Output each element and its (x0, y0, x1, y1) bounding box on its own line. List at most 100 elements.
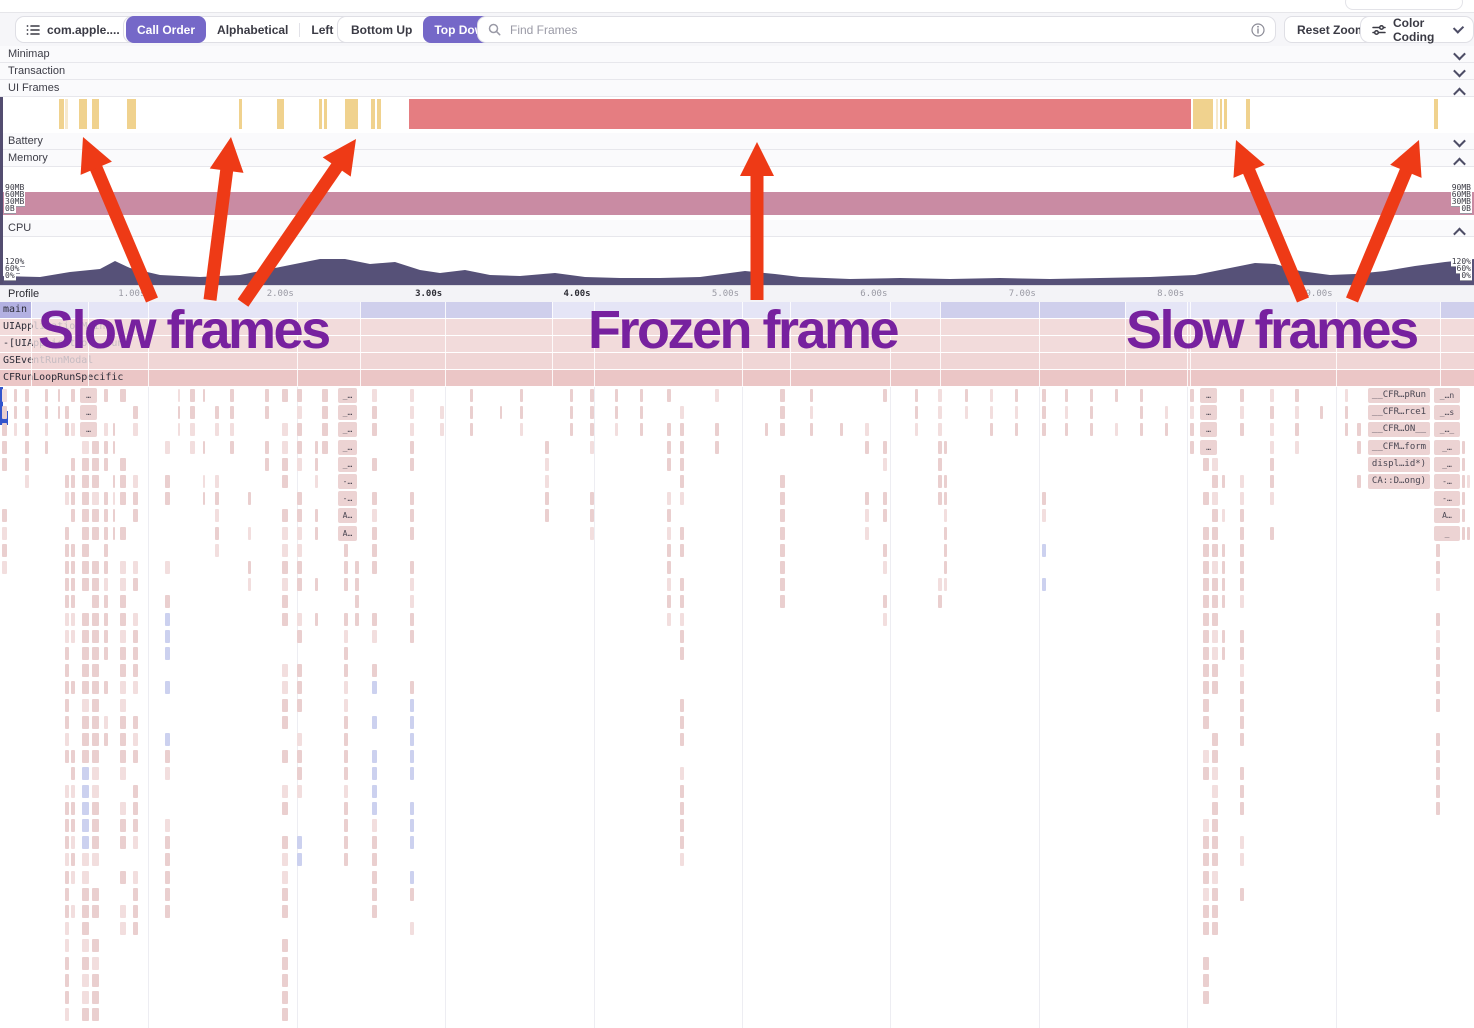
flame-block[interactable] (410, 457, 414, 471)
flame-block[interactable] (297, 698, 302, 712)
flame-block[interactable] (165, 750, 170, 764)
alphabetical-button[interactable]: Alphabetical (217, 22, 289, 37)
flame-block[interactable] (1065, 423, 1068, 437)
flame-block[interactable] (2, 526, 7, 540)
flame-block[interactable] (65, 681, 69, 695)
flame-block[interactable] (104, 595, 108, 609)
flame-block[interactable] (1042, 423, 1046, 437)
flame-block[interactable] (71, 509, 75, 523)
flame-block[interactable] (1042, 492, 1046, 506)
flame-block[interactable] (944, 440, 947, 454)
flame-block[interactable] (1212, 595, 1218, 609)
flame-block[interactable] (990, 406, 993, 420)
flame-block[interactable] (883, 612, 887, 626)
flame-block[interactable] (113, 526, 115, 540)
flame-block[interactable] (315, 509, 318, 523)
flame-block[interactable] (1436, 801, 1440, 815)
flame-block[interactable] (215, 543, 219, 557)
flame-block[interactable] (82, 922, 89, 936)
flame-block[interactable] (615, 389, 618, 402)
flame-block[interactable] (1270, 457, 1274, 471)
flame-block[interactable] (120, 905, 126, 918)
flame-block[interactable] (1190, 423, 1194, 437)
flame-block[interactable] (282, 664, 288, 678)
flame-block[interactable] (1203, 543, 1209, 557)
flame-block[interactable] (120, 647, 126, 660)
flame-block[interactable] (178, 389, 180, 402)
flame-block[interactable] (1212, 784, 1218, 798)
flame-block[interactable] (883, 543, 887, 557)
slow-frame-bar[interactable] (324, 99, 327, 129)
flame-block[interactable] (1140, 406, 1143, 420)
flame-block[interactable] (1345, 406, 1348, 420)
slow-frame-bar[interactable] (239, 99, 242, 129)
flame-block[interactable] (1203, 767, 1209, 781)
flame-block[interactable] (297, 836, 302, 850)
flame-block[interactable] (215, 406, 219, 420)
flame-block[interactable] (120, 836, 126, 850)
flame-block[interactable] (590, 440, 594, 454)
flame-block[interactable] (1042, 509, 1046, 523)
flame-block[interactable] (297, 423, 302, 437)
flame-block[interactable] (104, 457, 108, 471)
flame-block[interactable] (82, 973, 89, 987)
flame-block[interactable] (1212, 767, 1218, 781)
flame-block[interactable] (265, 389, 269, 402)
flame-block[interactable] (590, 423, 594, 437)
flame-block[interactable] (372, 905, 377, 918)
flame-block[interactable] (45, 440, 48, 454)
flame-block[interactable] (282, 698, 288, 712)
flame-block[interactable] (372, 715, 377, 729)
flame-block[interactable] (1203, 526, 1209, 540)
flame-block[interactable] (1240, 767, 1244, 781)
flame-block[interactable] (104, 612, 108, 626)
cpu-chart[interactable]: 120% 120% 60% 60% 0% 0% (0, 237, 1474, 285)
flame-block[interactable] (1212, 819, 1218, 832)
flame-block[interactable] (25, 475, 29, 488)
flame-block[interactable] (1212, 853, 1218, 867)
flame-block[interactable] (133, 509, 138, 523)
flame-block[interactable] (315, 440, 318, 454)
flame-block[interactable] (1203, 664, 1209, 678)
flame-block[interactable] (1270, 406, 1274, 420)
flame-block[interactable] (590, 526, 594, 540)
flame-block[interactable] (1240, 406, 1244, 420)
flame-block[interactable] (372, 543, 377, 557)
flame-row-main[interactable]: main (0, 302, 1474, 319)
flame-block[interactable] (45, 389, 48, 402)
slow-frame-bar[interactable] (127, 99, 131, 129)
flame-block[interactable] (590, 406, 594, 420)
flame-block[interactable] (92, 939, 99, 953)
chevron-down-icon[interactable] (1453, 47, 1466, 61)
slow-frame-bar[interactable] (1216, 99, 1218, 129)
flame-block[interactable] (1190, 389, 1194, 402)
flame-block[interactable] (938, 475, 942, 488)
flame-block[interactable] (680, 440, 684, 454)
flame-block[interactable] (120, 922, 126, 936)
flame-block[interactable] (1295, 389, 1299, 402)
flame-block[interactable] (25, 440, 29, 454)
flame-block[interactable] (315, 457, 318, 471)
flame-block[interactable] (133, 905, 138, 918)
flame-block[interactable] (282, 509, 288, 523)
flame-block[interactable] (133, 423, 138, 437)
flame-block[interactable] (372, 870, 377, 884)
flame-block[interactable] (82, 887, 89, 901)
flame-block[interactable] (372, 423, 377, 437)
flame-block[interactable] (165, 681, 170, 695)
flame-block[interactable] (520, 423, 523, 437)
flame-block[interactable] (120, 612, 126, 626)
flame-frame-labeled[interactable]: -… (1434, 491, 1460, 507)
flame-block[interactable] (71, 836, 75, 850)
flame-block[interactable] (410, 819, 414, 832)
flame-block[interactable] (248, 578, 251, 592)
flame-block[interactable] (780, 561, 785, 574)
flame-block[interactable] (1270, 440, 1274, 454)
flame-block[interactable] (282, 561, 288, 574)
flame-block[interactable] (133, 664, 138, 678)
flame-block[interactable] (71, 767, 75, 781)
flame-block[interactable] (1222, 475, 1225, 488)
flame-block[interactable] (1240, 578, 1244, 592)
flame-block[interactable] (1212, 801, 1218, 815)
flame-block[interactable] (372, 406, 377, 420)
